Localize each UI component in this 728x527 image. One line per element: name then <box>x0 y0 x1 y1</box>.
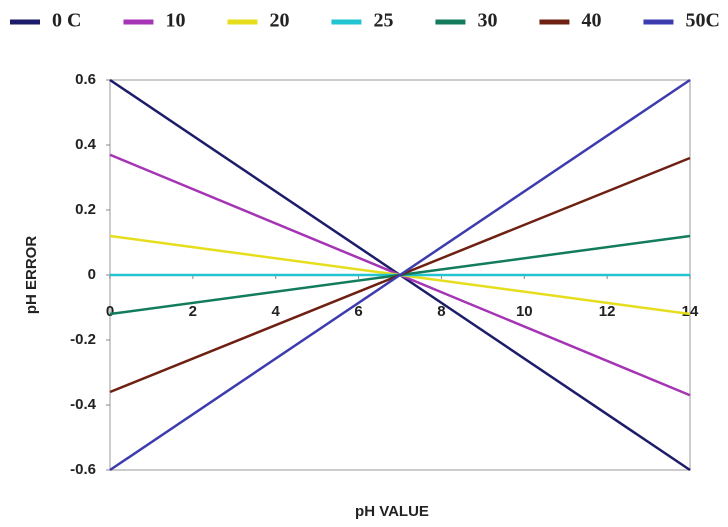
series-line <box>109 78 691 472</box>
y-axis-label: pH ERROR <box>23 236 40 315</box>
x-tick-label: 12 <box>599 303 616 320</box>
x-tick-label: 4 <box>272 303 281 320</box>
y-tick-label: 0.4 <box>75 136 97 153</box>
legend-label: 10 <box>165 10 185 32</box>
x-tick-label: 8 <box>437 303 445 320</box>
y-tick-label: -0.6 <box>70 461 96 478</box>
x-tick-label: 14 <box>682 303 699 320</box>
x-tick-label: 0 <box>106 303 114 320</box>
x-tick-label: 10 <box>516 303 533 320</box>
y-tick-label: -0.2 <box>70 331 96 348</box>
y-tick-label: 0.6 <box>75 71 96 88</box>
legend-label: 25 <box>373 10 393 32</box>
legend-label: 0 C <box>52 10 81 32</box>
legend-label: 40 <box>581 10 601 32</box>
y-tick-label: -0.4 <box>70 396 97 413</box>
x-tick-label: 6 <box>354 303 362 320</box>
legend-label: 50C <box>685 10 719 32</box>
x-axis-label: pH VALUE <box>355 503 429 520</box>
y-tick-label: 0 <box>88 266 96 283</box>
legend-label: 30 <box>477 10 497 32</box>
legend-label: 20 <box>269 10 289 32</box>
x-tick-label: 2 <box>189 303 197 320</box>
y-tick-label: 0.2 <box>75 201 96 218</box>
